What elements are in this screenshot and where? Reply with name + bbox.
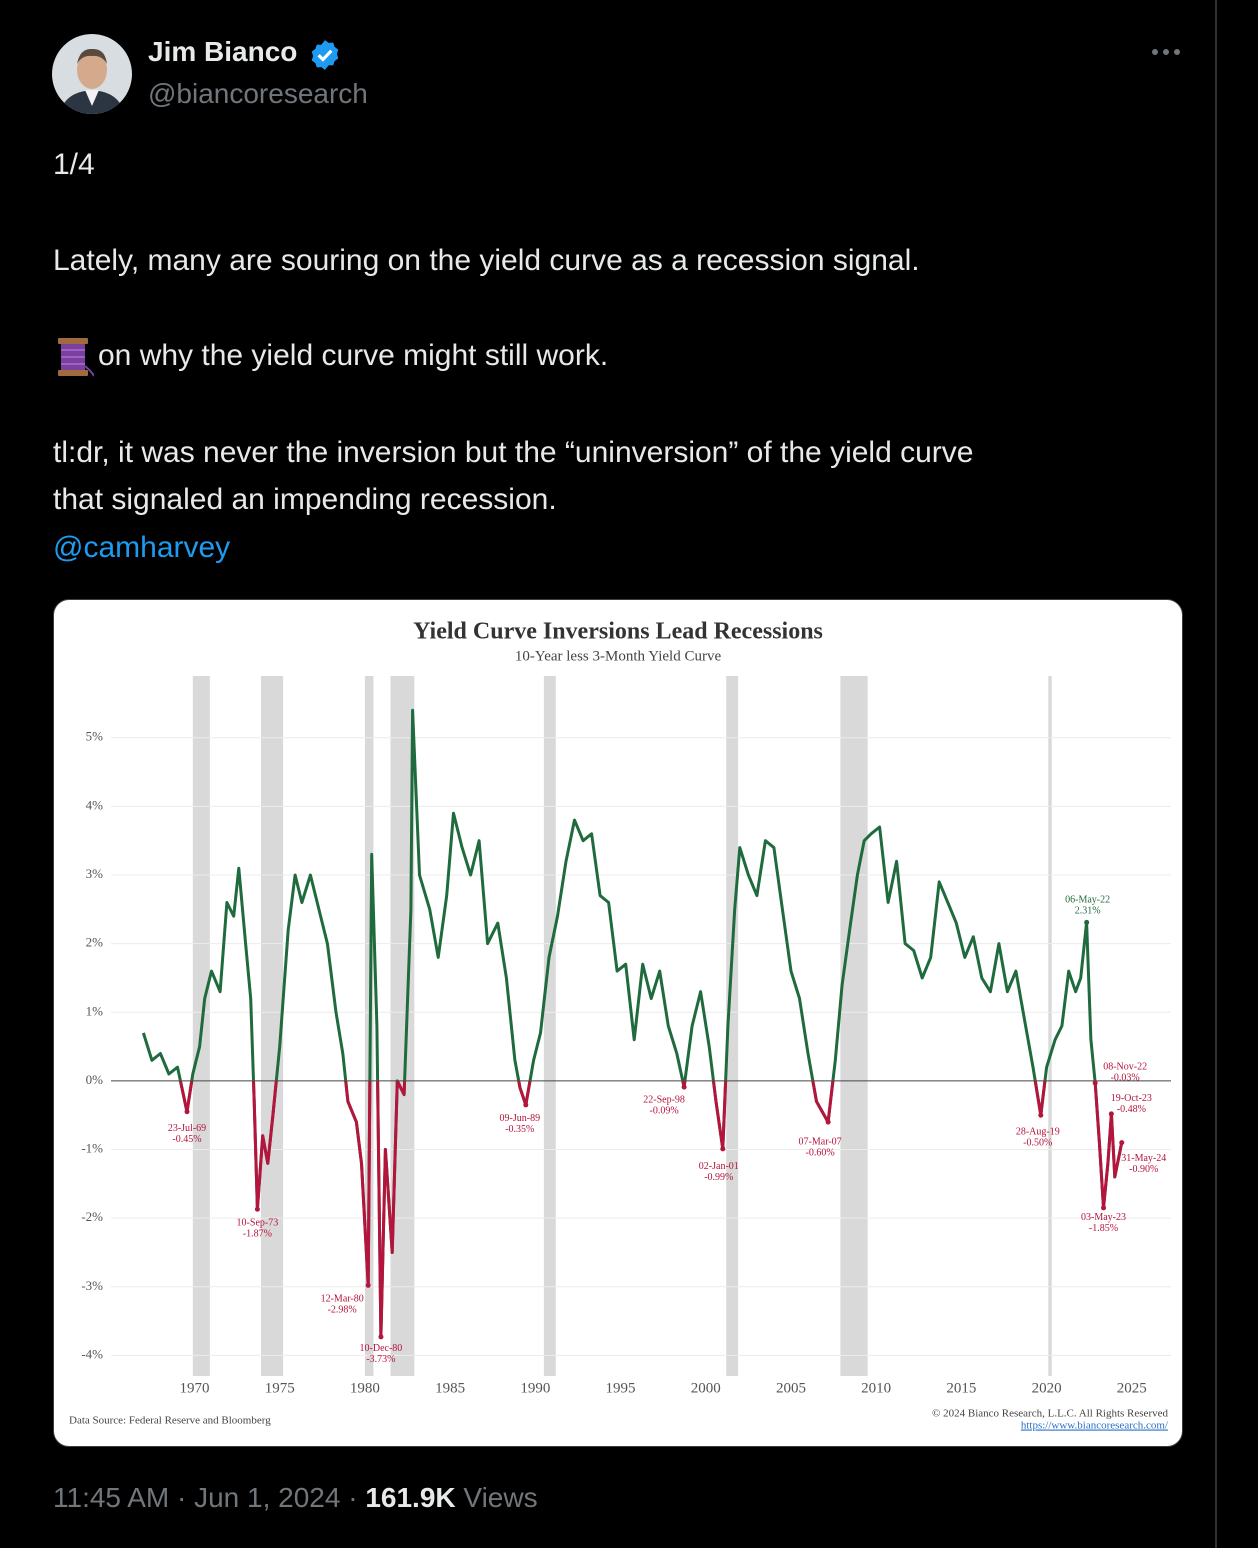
view-count: 161.9K bbox=[365, 1482, 456, 1513]
post-line: tl:dr, it was never the inversion but th… bbox=[53, 436, 974, 469]
author-handle[interactable]: @biancoresearch bbox=[148, 78, 368, 109]
recession-band bbox=[840, 676, 868, 1376]
x-tick-label: 2025 bbox=[1117, 1380, 1147, 1396]
annotation-dot bbox=[825, 1119, 831, 1125]
annotation-date: 07-Mar-07 bbox=[799, 1136, 842, 1147]
annotation-value: -0.35% bbox=[505, 1124, 534, 1135]
more-button[interactable] bbox=[1150, 46, 1182, 58]
author-name[interactable]: Jim Bianco bbox=[148, 36, 298, 67]
annotation-date: 10-Sep-73 bbox=[237, 1218, 279, 1229]
annotation-value: 2.31% bbox=[1075, 906, 1101, 917]
post-line: on why the yield curve might still work. bbox=[98, 339, 609, 372]
y-tick-label: -3% bbox=[81, 1278, 103, 1293]
post-line: 1/4 bbox=[53, 148, 95, 181]
x-tick-label: 2010 bbox=[861, 1380, 891, 1396]
annotation-dot bbox=[523, 1102, 529, 1108]
annotation-value: -0.60% bbox=[806, 1147, 835, 1158]
annotation-date: 31-May-24 bbox=[1121, 1153, 1166, 1164]
annotation-dot bbox=[681, 1084, 687, 1090]
y-tick-label: 0% bbox=[86, 1072, 104, 1087]
x-tick-label: 2005 bbox=[776, 1380, 806, 1396]
chart-title: Yield Curve Inversions Lead Recessions bbox=[413, 619, 823, 645]
mention-link[interactable]: @camharvey bbox=[53, 531, 231, 564]
annotation-date: 03-May-23 bbox=[1081, 1212, 1126, 1223]
chart: Yield Curve Inversions Lead Recessions 1… bbox=[69, 619, 1171, 1432]
y-tick-label: 3% bbox=[86, 866, 104, 881]
x-tick-label: 1975 bbox=[265, 1380, 295, 1396]
annotation-value: -0.45% bbox=[172, 1134, 201, 1145]
x-tick-label: 2020 bbox=[1032, 1380, 1062, 1396]
chart-url[interactable]: https://www.biancoresearch.com/ bbox=[1021, 1420, 1169, 1432]
post-line: Lately, many are souring on the yield cu… bbox=[53, 244, 920, 277]
annotation-value: -1.85% bbox=[1089, 1223, 1118, 1234]
column-border bbox=[1215, 0, 1217, 1548]
annotation-dot bbox=[254, 1206, 260, 1212]
y-tick-label: 5% bbox=[86, 729, 104, 744]
annotation-value: -0.48% bbox=[1117, 1104, 1146, 1115]
annotation-value: -0.50% bbox=[1023, 1138, 1052, 1149]
annotation-value: -1.87% bbox=[243, 1229, 272, 1240]
annotation-date: 02-Jan-01 bbox=[699, 1161, 739, 1172]
post-footer: 11:45 AM · Jun 1, 2024 · 161.9K Views bbox=[53, 1482, 538, 1514]
annotation-dot bbox=[378, 1334, 384, 1340]
recession-band bbox=[543, 676, 556, 1376]
views-label: Views bbox=[455, 1482, 538, 1513]
annotation-date: 19-Oct-23 bbox=[1111, 1093, 1152, 1104]
chart-source: Data Source: Federal Reserve and Bloombe… bbox=[69, 1415, 271, 1427]
recession-band bbox=[260, 676, 284, 1376]
annotation-value: -3.73% bbox=[366, 1354, 395, 1365]
annotation-dot bbox=[1092, 1080, 1098, 1086]
annotation-dot bbox=[184, 1109, 190, 1115]
verified-badge bbox=[311, 40, 339, 70]
chart-subtitle: 10-Year less 3-Month Yield Curve bbox=[515, 648, 722, 664]
annotation-date: 10-Dec-80 bbox=[360, 1343, 403, 1354]
annotation-date: 22-Sep-98 bbox=[643, 1094, 685, 1105]
x-tick-label: 1995 bbox=[606, 1380, 636, 1396]
annotation-dot bbox=[1084, 919, 1090, 925]
x-tick-label: 1985 bbox=[435, 1380, 465, 1396]
annotation-date: 28-Aug-19 bbox=[1016, 1127, 1060, 1138]
post-line: that signaled an impending recession. bbox=[53, 483, 557, 516]
y-tick-label: -4% bbox=[81, 1346, 103, 1361]
recession-band bbox=[1048, 676, 1052, 1376]
recession-band bbox=[726, 676, 739, 1376]
annotation-dot bbox=[1119, 1140, 1125, 1146]
annotation-value: -0.90% bbox=[1129, 1164, 1158, 1175]
annotation-value: -2.98% bbox=[328, 1305, 357, 1316]
annotation-value: -0.03% bbox=[1111, 1072, 1140, 1083]
chart-card[interactable]: Yield Curve Inversions Lead Recessions 1… bbox=[53, 599, 1183, 1447]
annotation-value: -0.09% bbox=[650, 1105, 679, 1116]
x-tick-label: 2015 bbox=[946, 1380, 976, 1396]
annotation-date: 09-Jun-89 bbox=[500, 1113, 541, 1124]
annotation-value: -0.99% bbox=[704, 1172, 733, 1183]
annotation-date: 06-May-22 bbox=[1065, 895, 1110, 906]
annotation-date: 12-Mar-80 bbox=[321, 1294, 364, 1305]
annotation-dot bbox=[1108, 1111, 1114, 1117]
y-tick-label: 1% bbox=[86, 1003, 104, 1018]
annotation-dot bbox=[1038, 1112, 1044, 1118]
x-tick-label: 1990 bbox=[520, 1380, 550, 1396]
x-tick-label: 1980 bbox=[350, 1380, 380, 1396]
x-tick-label: 2000 bbox=[691, 1380, 721, 1396]
annotation-dot bbox=[720, 1146, 726, 1152]
chart-copyright: © 2024 Bianco Research, L.L.C. All Right… bbox=[932, 1408, 1168, 1420]
recession-band bbox=[390, 676, 415, 1376]
annotation-date: 23-Jul-69 bbox=[168, 1123, 206, 1134]
post-time[interactable]: 11:45 AM · Jun 1, 2024 · bbox=[53, 1482, 366, 1513]
y-tick-label: -2% bbox=[81, 1209, 103, 1224]
avatar[interactable] bbox=[52, 34, 132, 114]
y-tick-label: -1% bbox=[81, 1141, 103, 1156]
spool-emoji bbox=[58, 338, 94, 377]
x-tick-label: 1970 bbox=[180, 1380, 210, 1396]
series-line bbox=[141, 708, 1124, 1339]
annotation-dot bbox=[1101, 1205, 1107, 1211]
y-tick-label: 2% bbox=[86, 935, 104, 950]
annotation-date: 08-Nov-22 bbox=[1103, 1061, 1147, 1072]
annotation-dot bbox=[365, 1282, 371, 1288]
y-tick-label: 4% bbox=[86, 797, 104, 812]
